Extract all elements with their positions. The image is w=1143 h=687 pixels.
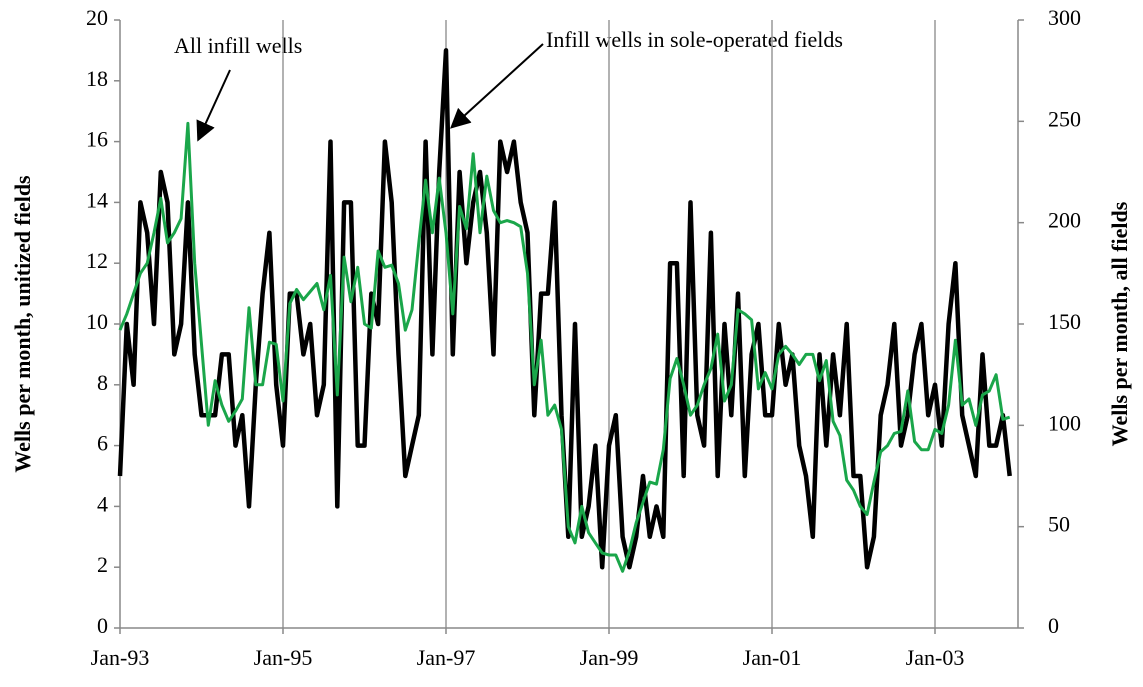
x-tick-label: Jan-95 — [254, 645, 313, 670]
y2-tick-label: 200 — [1048, 208, 1081, 233]
x-tick-label: Jan-01 — [743, 645, 802, 670]
y-tick-label: 6 — [97, 431, 108, 456]
y-tick-label: 0 — [97, 613, 108, 638]
y2-tick-label: 0 — [1048, 613, 1059, 638]
annotation-arrow — [196, 69, 231, 142]
x-tick-label: Jan-93 — [91, 645, 150, 670]
y-tick-label: 4 — [97, 491, 108, 516]
x-tick-label: Jan-97 — [417, 645, 476, 670]
x-tick-label: Jan-99 — [580, 645, 639, 670]
y-axis-label: Wells per month, unitized fields — [10, 175, 35, 473]
annotation: Infill wells in sole-operated fields — [546, 27, 843, 52]
y2-tick-label: 150 — [1048, 309, 1081, 334]
y-tick-label: 12 — [86, 248, 108, 273]
y-tick-label: 16 — [86, 127, 108, 152]
y-tick-label: 18 — [86, 66, 108, 91]
y-tick-label: 2 — [97, 552, 108, 577]
y-tick-label: 14 — [86, 187, 108, 212]
y2-tick-label: 250 — [1048, 106, 1081, 131]
annotation: All infill wells — [174, 33, 302, 58]
y2-axis-label: Wells per month, all fields — [1107, 201, 1132, 446]
y2-tick-label: 50 — [1048, 512, 1070, 537]
y2-tick-label: 100 — [1048, 410, 1081, 435]
y2-tick-label: 300 — [1048, 5, 1081, 30]
series-line — [118, 121, 1011, 573]
y-tick-label: 20 — [86, 5, 108, 30]
x-tick-label: Jan-03 — [906, 645, 965, 670]
y-tick-label: 8 — [97, 370, 108, 395]
annotation-arrow — [450, 43, 544, 129]
y-tick-label: 10 — [86, 309, 108, 334]
